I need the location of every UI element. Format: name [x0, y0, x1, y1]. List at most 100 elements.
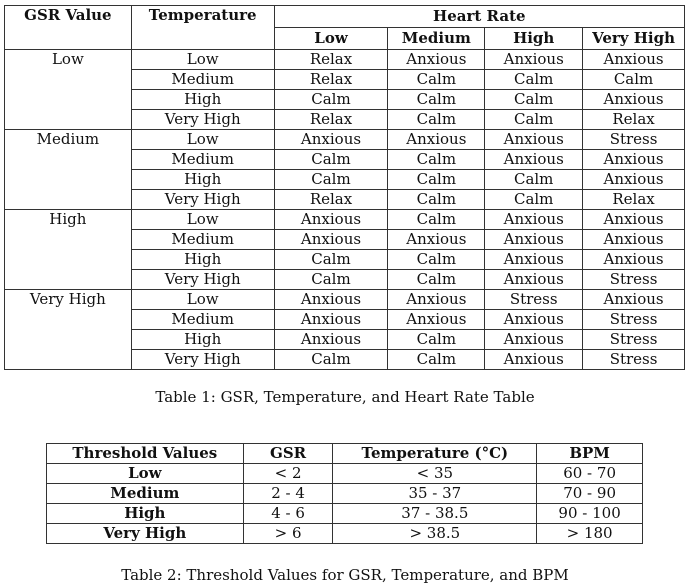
threshold-label-cell: Very High — [46, 523, 244, 544]
header-hr-low: Low — [273, 27, 389, 50]
state-cell: Calm — [387, 249, 486, 270]
state-cell: Calm — [484, 69, 584, 90]
state-cell: Anxious — [582, 249, 685, 270]
state-cell: Calm — [387, 109, 486, 130]
state-cell: Calm — [387, 89, 486, 110]
state-cell: Stress — [484, 289, 584, 310]
bpm-range-cell: 70 - 90 — [536, 483, 643, 504]
state-cell: Stress — [582, 329, 685, 350]
state-cell: Anxious — [484, 209, 584, 230]
table-row: High Low Anxious Calm Anxious Anxious — [4, 209, 685, 290]
state-cell: Anxious — [484, 129, 584, 150]
table-row: Very High Low Anxious Anxious Stress Anxious — [4, 289, 685, 370]
header-gsr: GSR — [242, 443, 334, 464]
bpm-range-cell: > 180 — [536, 523, 643, 544]
state-cell: Anxious — [273, 309, 389, 330]
table-row: Very High > 6 > 38.5 > 180 — [46, 523, 643, 544]
state-cell: Calm — [387, 349, 486, 370]
gsr-value-cell: Low — [4, 49, 132, 130]
header-heart-rate: Heart Rate — [273, 5, 686, 28]
state-cell: Anxious — [582, 289, 685, 310]
state-cell: Anxious — [582, 229, 685, 250]
state-cell: Calm — [387, 209, 486, 230]
table-row: Low < 2 < 35 60 - 70 — [46, 463, 643, 484]
state-cell: Anxious — [484, 349, 584, 370]
table1-header-row: GSR Value Temperature Heart Rate — [4, 5, 686, 50]
state-cell: Calm — [484, 189, 584, 210]
state-cell: Calm — [273, 349, 389, 370]
gsr-value-cell: High — [4, 209, 132, 290]
gsr-range-cell: 2 - 4 — [242, 483, 334, 504]
state-cell: Relax — [582, 109, 685, 130]
temperature-cell: Medium — [130, 309, 275, 330]
state-cell: Calm — [273, 149, 389, 170]
state-cell: Relax — [273, 109, 389, 130]
bpm-range-cell: 90 - 100 — [536, 503, 643, 524]
header-hr-medium: Medium — [387, 27, 486, 50]
threshold-values-table: Threshold Values GSR Temperature (°C) BP… — [46, 443, 643, 544]
threshold-label-cell: High — [46, 503, 244, 524]
temperature-cell: Medium — [130, 69, 275, 90]
table-row: Medium Low Anxious Anxious Anxious Stress — [4, 129, 685, 210]
state-cell: Anxious — [582, 49, 685, 70]
state-cell: Stress — [582, 349, 685, 370]
state-cell: Anxious — [484, 229, 584, 250]
header-bpm: BPM — [536, 443, 643, 464]
state-cell: Calm — [273, 269, 389, 290]
table-row: Medium Anxious Anxious Anxious Stress — [5, 309, 685, 330]
state-cell: Relax — [273, 189, 389, 210]
state-cell: Calm — [582, 69, 685, 90]
state-cell: Anxious — [484, 309, 584, 330]
table-row: Medium Relax Calm Calm Calm — [5, 69, 685, 90]
state-cell: Calm — [387, 189, 486, 210]
header-threshold-values: Threshold Values — [46, 443, 244, 464]
state-cell: Anxious — [387, 289, 486, 310]
temperature-range-cell: 37 - 38.5 — [332, 503, 538, 524]
state-cell: Anxious — [387, 129, 486, 150]
temperature-cell: High — [130, 169, 275, 190]
state-cell: Calm — [387, 69, 486, 90]
header-temperature-c: Temperature (°C) — [332, 443, 538, 464]
gsr-value-cell: Very High — [4, 289, 132, 370]
temperature-cell: Low — [130, 129, 275, 150]
state-cell: Anxious — [484, 49, 584, 70]
temperature-cell: Medium — [130, 229, 275, 250]
table-row: Low Low Relax Anxious Anxious Anxious — [4, 49, 685, 130]
header-hr-high: High — [484, 27, 584, 50]
state-cell: Anxious — [582, 89, 685, 110]
state-cell: Anxious — [273, 329, 389, 350]
state-cell: Relax — [273, 69, 389, 90]
bpm-range-cell: 60 - 70 — [536, 463, 643, 484]
state-cell: Stress — [582, 269, 685, 290]
gsr-temperature-heart-rate-table: GSR Value Temperature Heart Rate Low Med… — [4, 5, 686, 370]
table-row: Very High Relax Calm Calm Relax — [5, 109, 685, 130]
gsr-range-cell: > 6 — [242, 523, 334, 544]
state-cell: Anxious — [273, 289, 389, 310]
state-cell: Anxious — [387, 229, 486, 250]
header-temperature: Temperature — [130, 5, 275, 50]
temperature-cell: High — [130, 89, 275, 110]
threshold-label-cell: Low — [46, 463, 244, 484]
table-row: High 4 - 6 37 - 38.5 90 - 100 — [46, 503, 643, 524]
temperature-cell: Low — [130, 289, 275, 310]
temperature-cell: Very High — [130, 109, 275, 130]
state-cell: Relax — [582, 189, 685, 210]
table-row: High Anxious Calm Anxious Stress — [5, 329, 685, 350]
threshold-label-cell: Medium — [46, 483, 244, 504]
table-row: Medium Calm Calm Anxious Anxious — [5, 149, 685, 170]
state-cell: Calm — [387, 149, 486, 170]
state-cell: Anxious — [484, 269, 584, 290]
gsr-range-cell: < 2 — [242, 463, 334, 484]
table-row: Very High Calm Calm Anxious Stress — [5, 269, 685, 290]
state-cell: Anxious — [273, 209, 389, 230]
temperature-cell: Low — [130, 49, 275, 70]
header-gsr-value: GSR Value — [4, 5, 132, 50]
gsr-range-cell: 4 - 6 — [242, 503, 334, 524]
state-cell: Calm — [273, 249, 389, 270]
state-cell: Calm — [273, 89, 389, 110]
temperature-cell: Very High — [130, 349, 275, 370]
state-cell: Anxious — [387, 49, 486, 70]
temperature-cell: High — [130, 329, 275, 350]
header-hr-very-high: Very High — [582, 27, 685, 50]
table2-caption: Table 2: Threshold Values for GSR, Tempe… — [121, 566, 569, 584]
